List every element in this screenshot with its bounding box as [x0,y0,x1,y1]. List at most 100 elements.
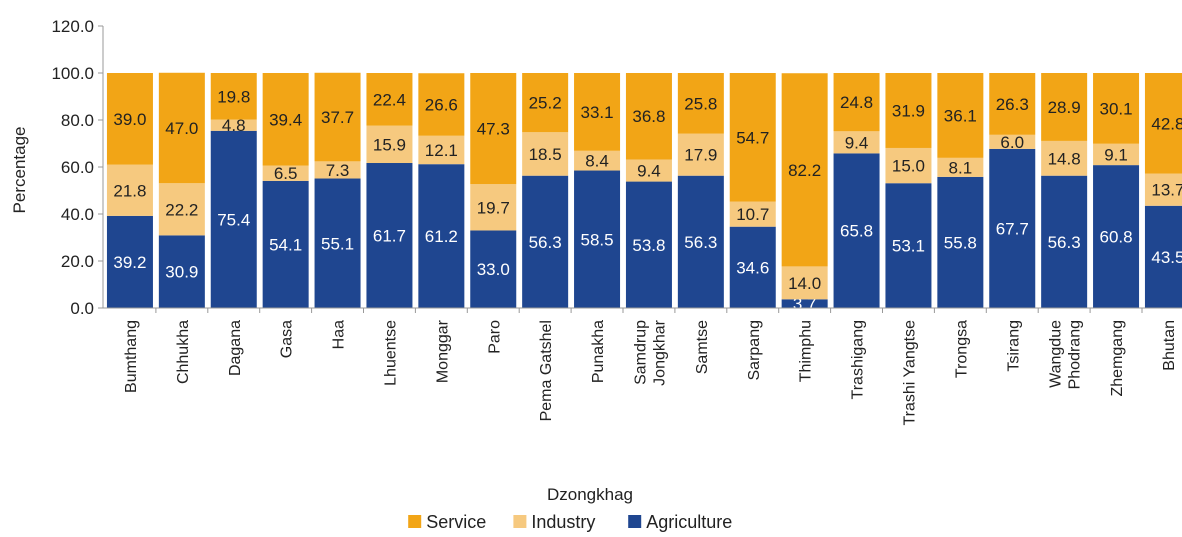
bar-segment-industry [574,150,621,171]
bar-segment-service [574,73,621,151]
x-tick-label: Punakha [590,320,607,383]
data-label-agriculture: 55.1 [321,234,354,253]
x-tick-label: Monggar [434,319,451,383]
data-label-agriculture: 43.5 [1151,248,1182,267]
x-tick-label: Bhutan [1161,320,1178,371]
bar-segment-service [1093,73,1140,144]
data-label-service: 28.9 [1048,98,1081,117]
bar-segment-industry [1041,140,1088,176]
data-label-agriculture: 30.9 [165,263,198,282]
x-tick-label: Tsirang [1005,320,1022,372]
bar-segment-industry [262,165,309,181]
y-tick-label: 0.0 [70,299,94,318]
y-tick-label: 120.0 [51,17,94,36]
x-tick-label: Samtse [694,320,711,374]
data-label-industry: 22.2 [165,200,198,219]
data-label-service: 22.4 [373,90,406,109]
data-label-industry: 9.1 [1104,145,1128,164]
x-tick-label: Paro [486,320,503,354]
data-label-service: 25.2 [529,94,562,113]
y-tick-label: 40.0 [61,205,94,224]
bar-segment-agriculture [1093,165,1140,308]
data-label-industry: 21.8 [113,181,146,200]
x-tick-label: Haa [331,320,348,349]
x-tick-label: Phodrang [1067,320,1084,389]
bar-segment-industry [210,119,257,131]
x-tick-label: Samdrup [632,320,649,385]
data-label-industry: 8.4 [585,152,609,171]
data-label-service: 25.8 [684,94,717,113]
bar-segment-agriculture [574,170,621,308]
data-label-industry: 4.8 [222,116,246,135]
bar-segment-industry [418,135,465,165]
bar-segment-agriculture [470,230,517,308]
data-label-agriculture: 55.8 [944,233,977,252]
data-label-service: 24.8 [840,93,873,112]
legend: Service Industry Agriculture [408,512,732,532]
y-tick-label: 80.0 [61,111,94,130]
bar-segment-industry [1144,173,1182,206]
bar-segment-industry [885,147,932,184]
bar-segment-agriculture [833,153,880,308]
data-label-industry: 14.0 [788,274,821,293]
data-label-industry: 7.3 [326,161,350,180]
data-label-agriculture: 3.7 [793,295,817,314]
bar-segment-agriculture [210,130,257,308]
data-label-service: 19.8 [217,87,250,106]
data-label-agriculture: 67.7 [996,219,1029,238]
bar-segment-agriculture [781,299,828,308]
bar-segment-agriculture [885,183,932,308]
bar-segment-industry [937,157,984,177]
data-label-industry: 18.5 [529,145,562,164]
data-label-service: 82.2 [788,161,821,180]
bar-segment-service [418,73,465,136]
x-tick-label: Trashigang [850,320,867,399]
data-label-agriculture: 56.3 [529,233,562,252]
data-label-service: 36.1 [944,106,977,125]
y-axis: 0.0 20.0 40.0 60.0 80.0 100.0 120.0 [51,17,104,318]
data-label-industry: 6.0 [1000,133,1024,152]
bar-segment-service [677,73,724,134]
data-label-agriculture: 39.2 [113,253,146,272]
bar-segment-service [885,73,932,148]
data-label-agriculture: 54.1 [269,235,302,254]
data-label-industry: 9.4 [637,162,661,181]
x-tick-label: Lhuentse [382,320,399,386]
bar-segment-industry [729,201,776,227]
x-tick-label: Chhukha [175,320,192,384]
bar-segment-service [729,73,776,202]
data-label-agriculture: 65.8 [840,222,873,241]
bar-segment-industry [106,164,153,216]
data-label-agriculture: 61.7 [373,227,406,246]
y-axis-title: Percentage [10,127,29,214]
x-tick-label: Dagana [227,320,244,376]
y-tick-label: 20.0 [61,252,94,271]
bar-segment-agriculture [522,175,569,308]
legend-label: Industry [531,512,595,532]
data-label-agriculture: 56.3 [684,233,717,252]
bar-segment-service [366,73,413,126]
data-label-service: 26.3 [996,95,1029,114]
x-tick-label: Sarpang [746,320,763,381]
data-label-industry: 17.9 [684,146,717,165]
data-label-agriculture: 53.8 [632,236,665,255]
legend-item-agriculture: Agriculture [628,512,732,532]
data-label-agriculture: 58.5 [581,230,614,249]
legend-label: Agriculture [646,512,732,532]
data-label-agriculture: 56.3 [1048,233,1081,252]
data-label-agriculture: 34.6 [736,258,769,277]
x-tick-label: Gasa [279,320,296,358]
bar-segment-agriculture [1144,205,1182,308]
bar-segment-industry [1093,143,1140,166]
data-label-agriculture: 61.2 [425,227,458,246]
data-label-service: 36.8 [632,107,665,126]
x-tick-label: Thimphu [798,320,815,382]
bar-segment-service [937,73,984,158]
bar-segment-service [989,73,1036,135]
x-axis-title: Dzongkhag [547,485,633,504]
data-label-service: 47.3 [477,120,510,139]
bar-segment-industry [989,134,1036,149]
bar-segment-service [314,72,361,162]
bar-segment-service [1144,73,1182,174]
bar-segment-service [1041,73,1088,141]
